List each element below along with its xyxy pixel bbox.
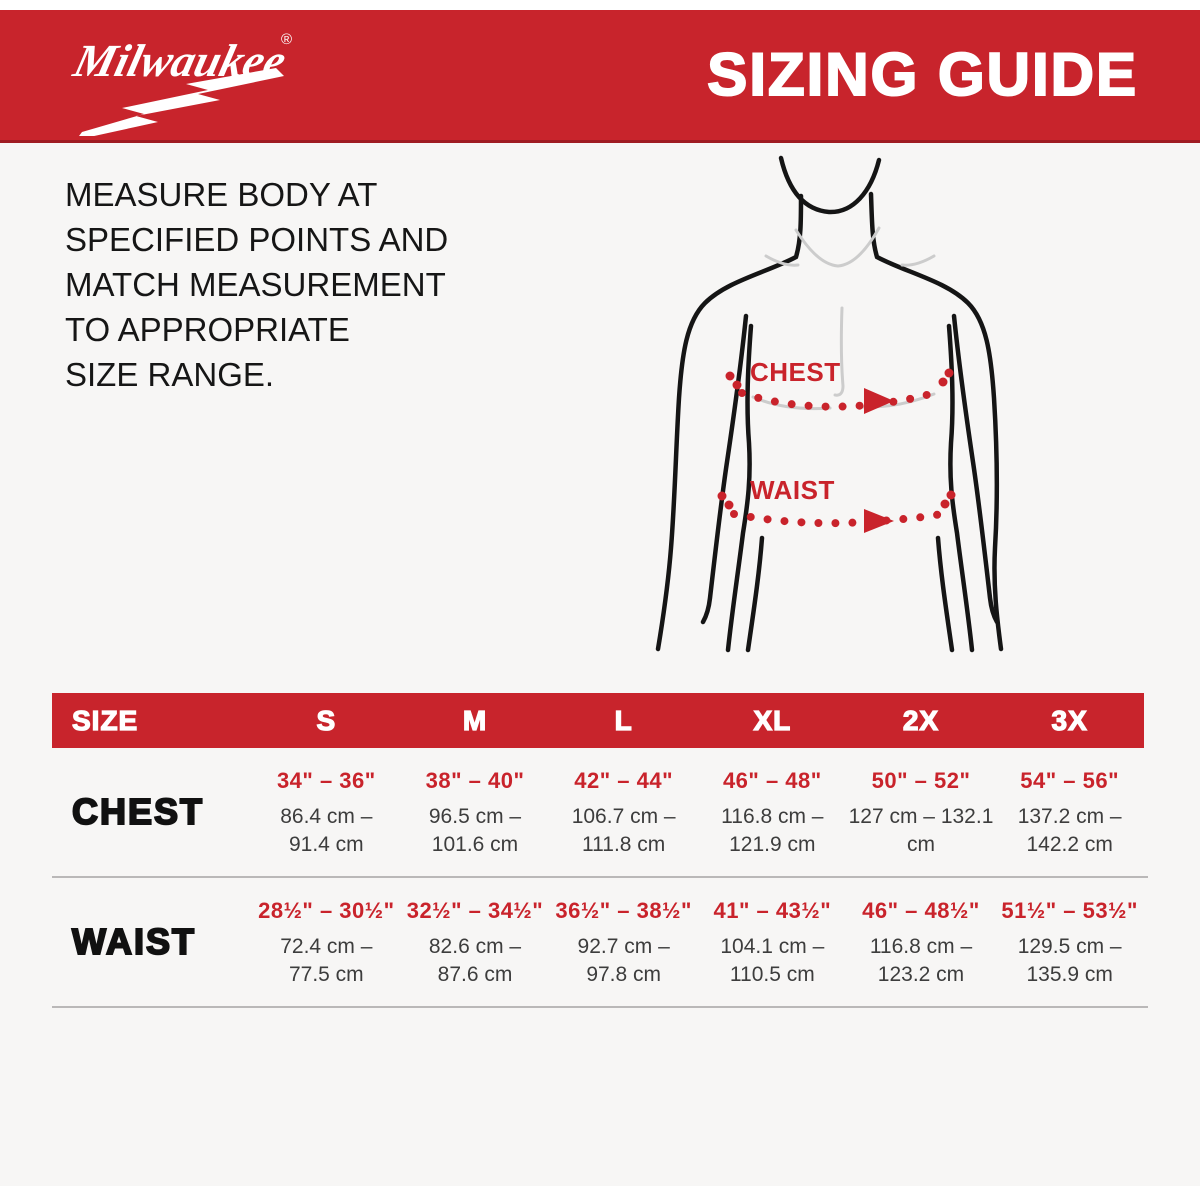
size-range-in: 36½" – 38½" xyxy=(555,897,692,923)
waist-cell-l: 36½" – 38½" 92.7 cm – 97.8 cm xyxy=(549,896,698,989)
size-range-cm: 121.9 cm xyxy=(729,832,816,856)
size-range-in: 32½" – 34½" xyxy=(406,897,544,923)
chest-cell-m: 38" – 40" 96.5 cm – 101.6 cm xyxy=(401,766,550,859)
header-bar: Milwaukee ® SIZING GUIDE xyxy=(0,10,1200,143)
size-range-cm: 82.6 cm – xyxy=(428,934,522,958)
waist-measure-arrow-icon xyxy=(864,509,894,533)
waist-line-end-dots xyxy=(717,490,956,510)
size-range-cm: 129.5 cm – xyxy=(1017,934,1122,958)
size-range-in: 54" – 56" xyxy=(1020,767,1120,793)
milwaukee-logo: Milwaukee ® xyxy=(68,31,292,136)
waist-cell-m: 32½" – 34½" 82.6 cm – 87.6 cm xyxy=(401,896,550,989)
size-range-cm: 86.4 cm – xyxy=(280,804,373,828)
waist-cell-2x: 46" – 48½" 116.8 cm – 123.2 cm xyxy=(847,896,996,989)
size-range-cm: 110.5 cm xyxy=(729,962,815,986)
chest-cell-2x: 50" – 52" 127 cm – 132.1 cm xyxy=(847,766,996,859)
column-header-l: L xyxy=(614,704,633,736)
size-range-in: 50" – 52" xyxy=(871,767,971,793)
size-range-in: 46" – 48½" xyxy=(862,897,980,923)
size-range-cm: 116.8 cm – xyxy=(721,804,824,828)
waist-cell-s: 28½" – 30½" 72.4 cm – 77.5 cm xyxy=(252,896,401,989)
size-range-cm: 92.7 cm – xyxy=(577,934,670,958)
table-row-chest: CHEST 34" – 36" 86.4 cm – 91.4 cm 38" – … xyxy=(52,748,1144,876)
size-range-cm: 72.4 cm – xyxy=(280,934,373,958)
size-range-in: 42" – 44" xyxy=(574,767,674,793)
registered-mark: ® xyxy=(281,31,292,48)
column-header-xl: XL xyxy=(753,704,792,736)
chest-cell-3x: 54" – 56" 137.2 cm – 142.2 cm xyxy=(995,766,1144,859)
size-range-cm: 96.5 cm – xyxy=(428,804,522,828)
table-row-waist: WAIST 28½" – 30½" 72.4 cm – 77.5 cm 32½"… xyxy=(52,878,1144,1006)
chest-cell-s: 34" – 36" 86.4 cm – 91.4 cm xyxy=(252,766,401,859)
torso-outline xyxy=(655,155,1004,653)
intro-line: TO APPROPRIATE xyxy=(65,311,350,348)
column-header-3x: 3X xyxy=(1051,704,1088,736)
size-range-in: 28½" – 30½" xyxy=(258,897,395,923)
intro-line: SIZE RANGE. xyxy=(65,356,275,393)
column-header-2x: 2X xyxy=(902,704,940,736)
size-range-cm: 137.2 cm – xyxy=(1017,804,1122,828)
row-divider xyxy=(52,876,1148,878)
size-range-cm: 77.5 cm xyxy=(288,962,364,986)
intro-line: SPECIFIED POINTS AND xyxy=(65,221,449,258)
chest-measure-arrow-icon xyxy=(864,388,894,414)
column-header-s: S xyxy=(316,704,337,736)
size-range-cm: 116.8 cm – xyxy=(869,934,973,958)
size-range-cm: 87.6 cm xyxy=(437,962,513,986)
size-range-cm: 123.2 cm xyxy=(877,962,965,986)
intro-line: MATCH MEASUREMENT xyxy=(65,266,446,303)
size-range-in: 51½" – 53½" xyxy=(1001,897,1138,923)
size-table-header: SIZE S M L XL 2X 3X xyxy=(52,693,1144,748)
lightning-bolt-icon xyxy=(79,68,284,136)
waist-measure-label: WAIST xyxy=(750,475,835,505)
size-range-in: 41" – 43½" xyxy=(713,897,832,923)
size-range-in: 34" – 36" xyxy=(276,767,376,793)
column-header-m: M xyxy=(462,704,488,736)
content-background xyxy=(0,140,1200,1186)
chest-cell-xl: 46" – 48" 116.8 cm – 121.9 cm xyxy=(698,766,847,859)
chest-measure-dotted-line xyxy=(738,387,943,411)
size-range-cm: 111.8 cm xyxy=(582,832,666,856)
size-range-cm: 91.4 cm xyxy=(288,832,364,856)
size-range-cm: 101.6 cm xyxy=(431,832,519,856)
chest-line-end-dots xyxy=(725,368,954,390)
page-title: SIZING GUIDE xyxy=(706,40,1138,109)
chest-measure-label: CHEST xyxy=(750,357,841,387)
size-range-cm: 106.7 cm – xyxy=(571,804,676,828)
waist-cell-xl: 41" – 43½" 104.1 cm – 110.5 cm xyxy=(698,896,847,989)
intro-line: MEASURE BODY AT xyxy=(65,176,378,213)
waist-cell-3x: 51½" – 53½" 129.5 cm – 135.9 cm xyxy=(995,896,1144,989)
size-table: SIZE S M L XL 2X 3X CHEST 34" – 36" 86.4… xyxy=(52,693,1148,1008)
size-range-cm: 135.9 cm xyxy=(1026,962,1113,986)
waist-measure-dotted-line xyxy=(730,510,945,528)
row-label-waist: WAIST xyxy=(71,920,196,963)
size-range-cm: 97.8 cm xyxy=(586,962,662,986)
size-range-in: 38" – 40" xyxy=(425,767,525,793)
body-figure: CHEST WAIST xyxy=(655,155,1004,653)
row-label-chest: CHEST xyxy=(71,790,205,833)
size-range-in: 46" – 48" xyxy=(722,767,822,793)
size-range-cm: 142.2 cm xyxy=(1026,832,1113,856)
size-range-cm: 104.1 cm – xyxy=(720,934,825,958)
chest-cell-l: 42" – 44" 106.7 cm – 111.8 cm xyxy=(549,766,698,859)
size-range-cm: 127 cm – 132.1 xyxy=(848,804,994,828)
intro-text: MEASURE BODY AT SPECIFIED POINTS AND MAT… xyxy=(65,172,448,397)
row-divider xyxy=(52,1006,1148,1008)
size-range-cm: cm xyxy=(906,832,935,856)
column-header-size: SIZE xyxy=(71,704,139,736)
